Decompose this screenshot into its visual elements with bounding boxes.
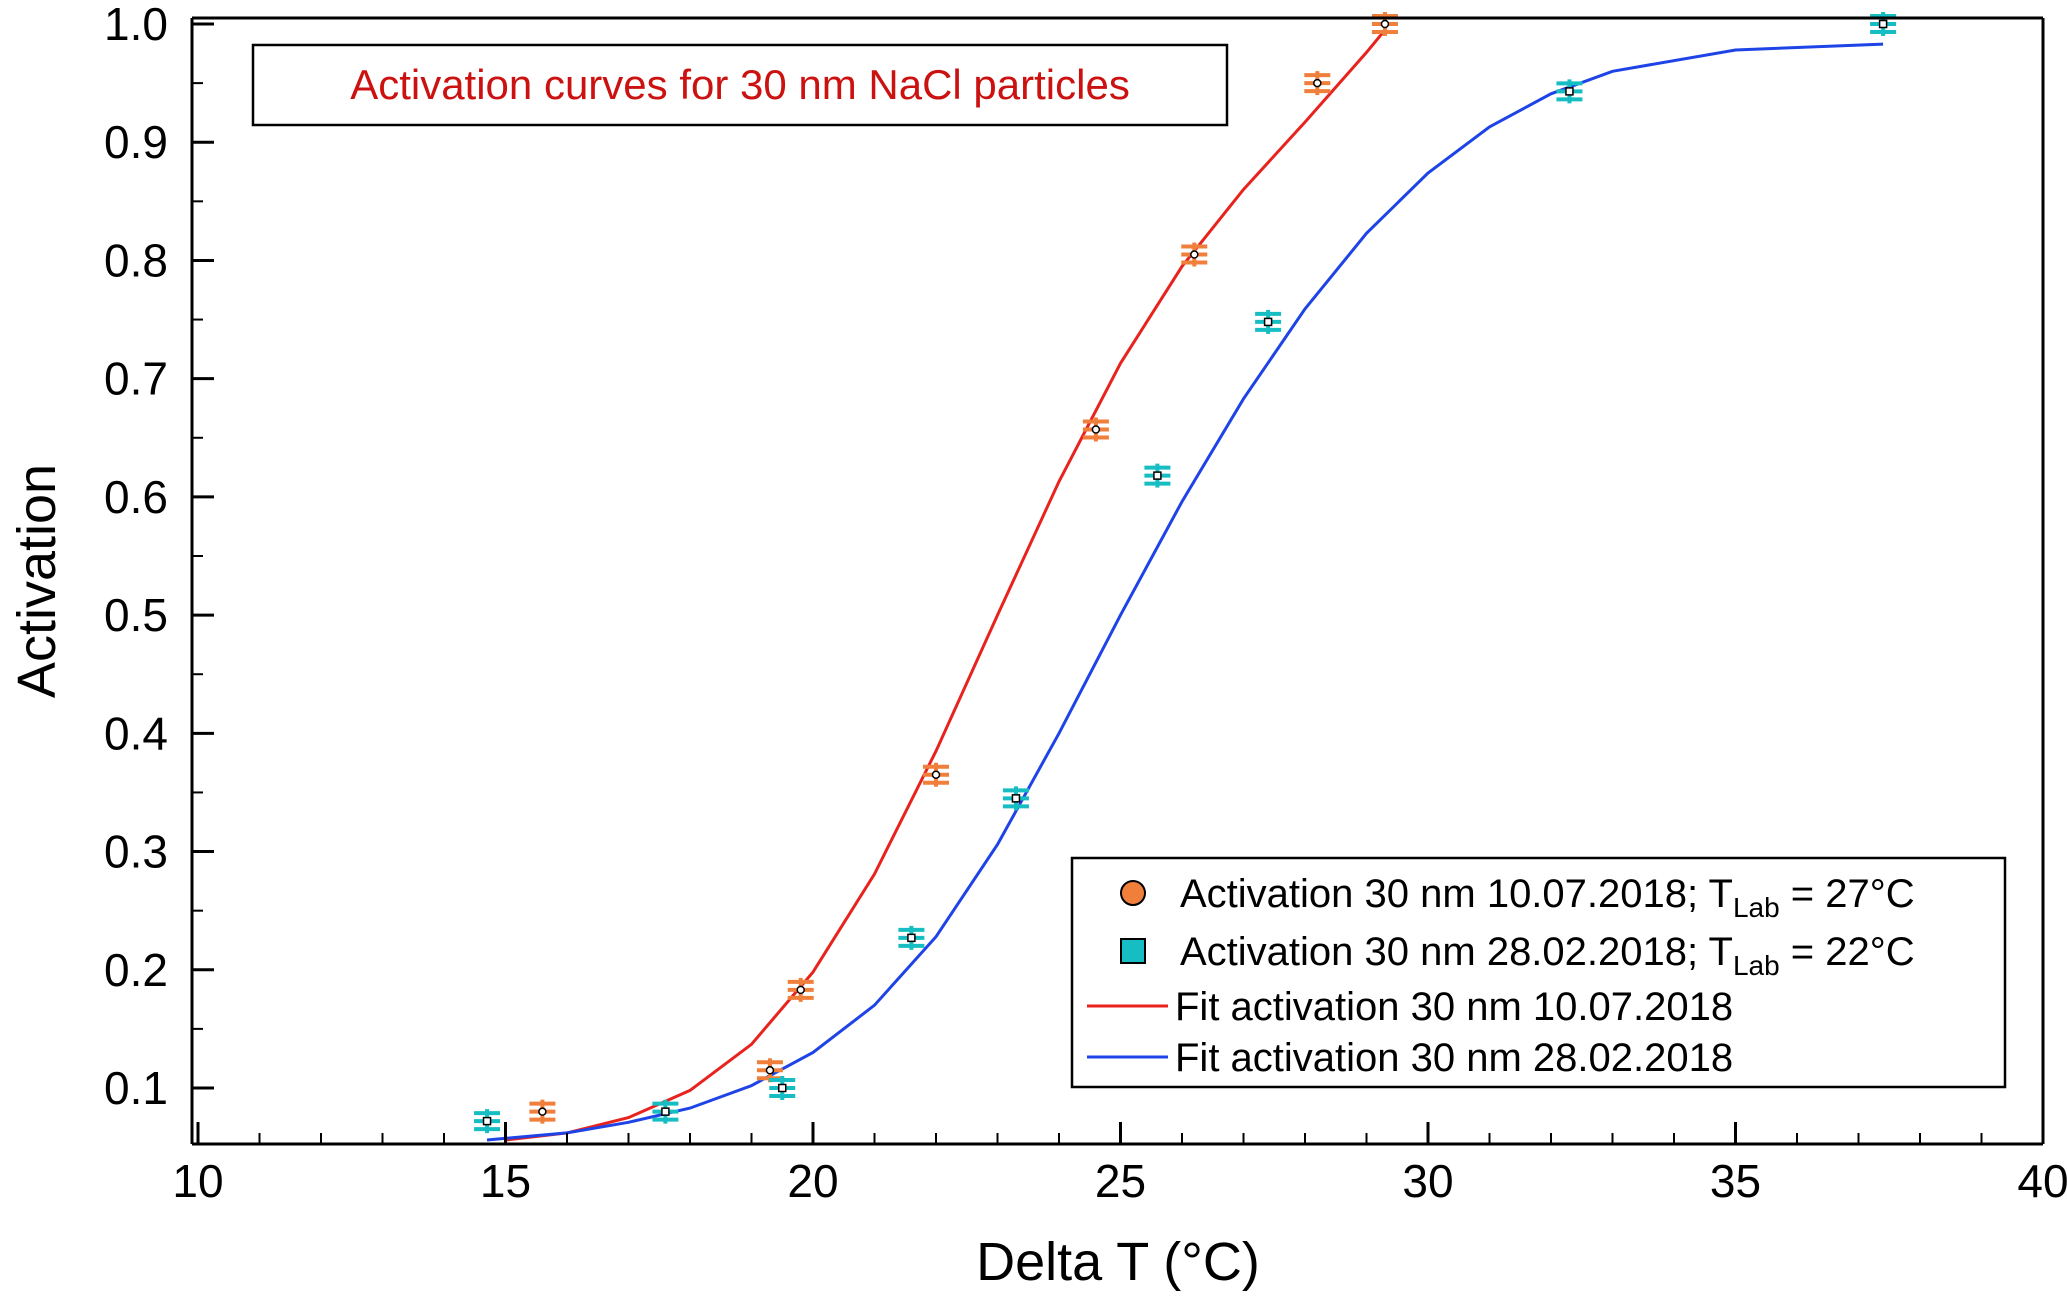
data-point [1556,79,1583,104]
x-tick-label: 40 [2017,1155,2067,1207]
point-marker [1380,19,1390,29]
data-point [769,1076,796,1100]
data-point [898,925,925,950]
data-point [474,1109,501,1134]
data-point [1144,463,1171,488]
point-marker [482,1116,492,1126]
legend-label: Fit activation 30 nm 10.07.2018 [1175,985,1733,1029]
point-marker [1153,471,1162,480]
legend: Activation 30 nm 10.07.2018; TLab = 27°C… [1070,856,2007,1089]
legend-label-tail: = 22°C [1780,930,1915,974]
point-marker [1011,794,1021,803]
point-marker [1565,87,1574,96]
y-tick-label: 0.7 [104,353,168,405]
legend-frame [1070,856,2007,1089]
legend-label: Fit activation 30 nm 28.02.2018 [1175,1036,1733,1080]
legend-label: Activation 30 nm 10.07.2018; TLab = 27°C [1180,872,1915,923]
point-marker [661,1107,670,1116]
point-marker [796,985,805,995]
y-tick-label: 0.1 [104,1062,168,1114]
legend-label-main: Activation 30 nm 10.07.2018; T [1180,872,1733,916]
chart-title-box: Activation curves for 30 nm NaCl particl… [251,43,1229,127]
chart-title: Activation curves for 30 nm NaCl particl… [350,61,1130,108]
legend-item: Activation 30 nm 10.07.2018; TLab = 27°C [1120,872,1915,923]
point-marker [907,933,916,943]
data-point [787,977,814,1002]
fit-line [486,42,1884,1142]
y-tick-label: 0.6 [104,471,168,523]
legend-label: Activation 30 nm 28.02.2018; TLab = 22°C [1180,930,1915,981]
point-marker [1263,317,1273,327]
ticks: 10 15 20 25 30 35 40 0.1 0.2 0.3 0.4 0.5 0.6 0.7 0.8 0.… [104,0,2067,1207]
legend-swatch-circle [1120,880,1146,906]
point-marker [1878,19,1888,29]
data-point [652,1099,679,1124]
data-point [1371,12,1398,36]
legend-item: Fit activation 30 nm 10.07.2018 [1087,985,1733,1029]
x-tick-label: 15 [480,1155,531,1207]
legend-label-subscript: Lab [1733,950,1780,981]
point-marker [1091,425,1101,434]
data-point [1304,71,1331,96]
data-point [1181,242,1208,267]
y-tick-label: 0.8 [104,234,168,286]
x-tick-label: 35 [1710,1155,1761,1207]
x-tick-label: 30 [1402,1155,1453,1207]
y-tick-label: 0.3 [104,826,168,878]
legend-item: Fit activation 30 nm 28.02.2018 [1087,1036,1733,1080]
data-point [529,1099,556,1124]
data-point [923,762,949,787]
legend-item: Activation 30 nm 28.02.2018; TLab = 22°C [1120,930,1915,981]
point-marker [1190,250,1199,259]
point-marker [1313,78,1322,88]
point-marker [778,1083,787,1093]
data-point [1870,12,1897,36]
y-tick-label: 1.0 [104,0,168,50]
x-tick-label: 10 [172,1155,223,1207]
y-tick-label: 0.9 [104,116,168,168]
y-tick-label: 0.5 [104,589,168,641]
point-marker [931,770,941,779]
x-tick-label: 20 [787,1155,838,1207]
data-layer [474,12,1897,1142]
y-tick-label: 0.4 [104,707,168,759]
x-axis-title: Delta T (°C) [976,1232,1260,1292]
data-point [1255,309,1282,334]
data-point [1082,417,1109,442]
point-marker [538,1107,547,1116]
y-tick-label: 0.2 [104,944,168,996]
x-tick-label: 25 [1095,1155,1146,1207]
legend-label-subscript: Lab [1733,892,1780,923]
point-marker [765,1066,775,1075]
y-axis-title: Activation [7,464,67,698]
legend-label-tail: = 27°C [1780,872,1915,916]
legend-label-main: Activation 30 nm 28.02.2018; T [1180,930,1733,974]
data-point [1002,786,1029,811]
legend-swatch-square [1120,938,1146,964]
chart-title-frame [251,43,1229,127]
